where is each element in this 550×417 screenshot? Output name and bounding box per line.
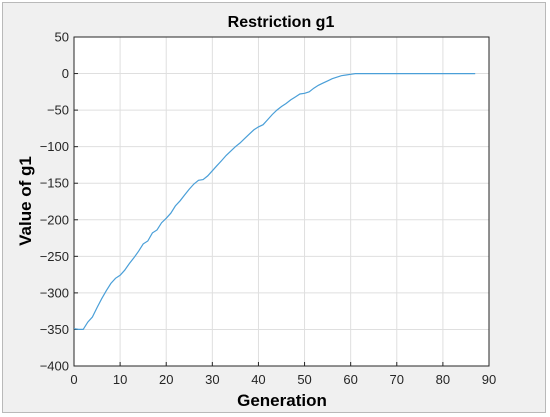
x-tick-label: 40 bbox=[251, 372, 265, 387]
x-tick-labels: 0 10 20 30 40 50 60 70 80 90 bbox=[70, 372, 496, 387]
y-tick-label: −250 bbox=[40, 249, 69, 264]
x-tick-label: 10 bbox=[113, 372, 127, 387]
x-ticks bbox=[73, 362, 490, 366]
x-grid bbox=[119, 37, 444, 366]
x-tick-label: 20 bbox=[159, 372, 173, 387]
y-tick-label: −300 bbox=[40, 285, 69, 300]
y-tick-label: −50 bbox=[47, 103, 69, 118]
chart-title: Restriction g1 bbox=[228, 14, 335, 31]
plot-area bbox=[74, 37, 489, 366]
y-tick-label: −350 bbox=[40, 322, 69, 337]
y-tick-label: 50 bbox=[55, 30, 69, 45]
x-tick-label: 30 bbox=[205, 372, 219, 387]
x-tick-label: 50 bbox=[297, 372, 311, 387]
x-tick-label: 90 bbox=[482, 372, 496, 387]
y-tick-label: −100 bbox=[40, 139, 69, 154]
x-tick-label: 0 bbox=[70, 372, 77, 387]
y-tick-label: −200 bbox=[40, 212, 69, 227]
series-line bbox=[73, 72, 476, 330]
y-tick-labels: 50 0 −50 −100 −150 −200 −250 −300 −350 −400 bbox=[40, 30, 69, 374]
y-tick-label: −150 bbox=[40, 176, 69, 191]
y-ticks bbox=[74, 36, 78, 367]
y-axis-label: Value of g1 bbox=[16, 156, 35, 246]
plot-box bbox=[73, 36, 490, 367]
x-axis-label: Generation bbox=[237, 391, 327, 410]
y-tick-label: 0 bbox=[62, 66, 69, 81]
y-tick-label: −400 bbox=[40, 359, 69, 374]
x-tick-label: 70 bbox=[390, 372, 404, 387]
x-tick-label: 60 bbox=[343, 372, 357, 387]
x-tick-label: 80 bbox=[436, 372, 450, 387]
